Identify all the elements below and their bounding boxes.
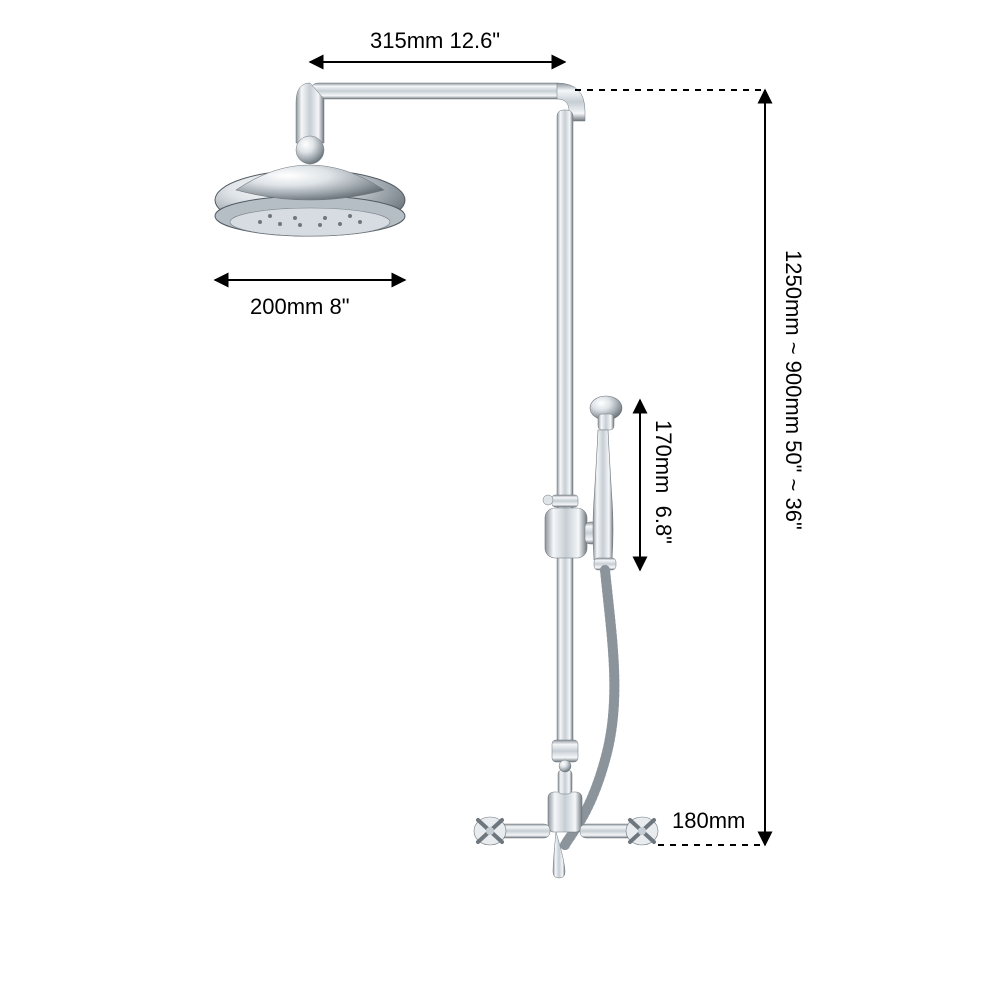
label-arm-reach: 315mm 12.6" bbox=[370, 28, 500, 54]
ball-joint bbox=[296, 136, 324, 164]
valve-body bbox=[474, 760, 658, 878]
diagram-stage: 315mm 12.6" 200mm 8" 170mm 6.8" 1250mm ~… bbox=[0, 0, 1000, 1000]
label-hand-shower: 170mm 6.8" bbox=[650, 420, 676, 544]
label-height: 1250mm ~ 900mm 50" ~ 36" bbox=[780, 250, 806, 530]
label-head-width: 200mm 8" bbox=[250, 294, 350, 320]
hand-shower bbox=[590, 396, 622, 570]
label-valve-width: 180mm bbox=[672, 808, 745, 834]
diagram-svg bbox=[0, 0, 1000, 1000]
riser-collar-lower bbox=[552, 740, 578, 762]
rain-shower-head bbox=[215, 165, 405, 236]
riser-collar-upper bbox=[552, 495, 578, 507]
shower-fixture-illustration bbox=[215, 83, 658, 878]
riser-pipe bbox=[557, 110, 573, 750]
shower-arm-horizontal bbox=[310, 83, 565, 99]
